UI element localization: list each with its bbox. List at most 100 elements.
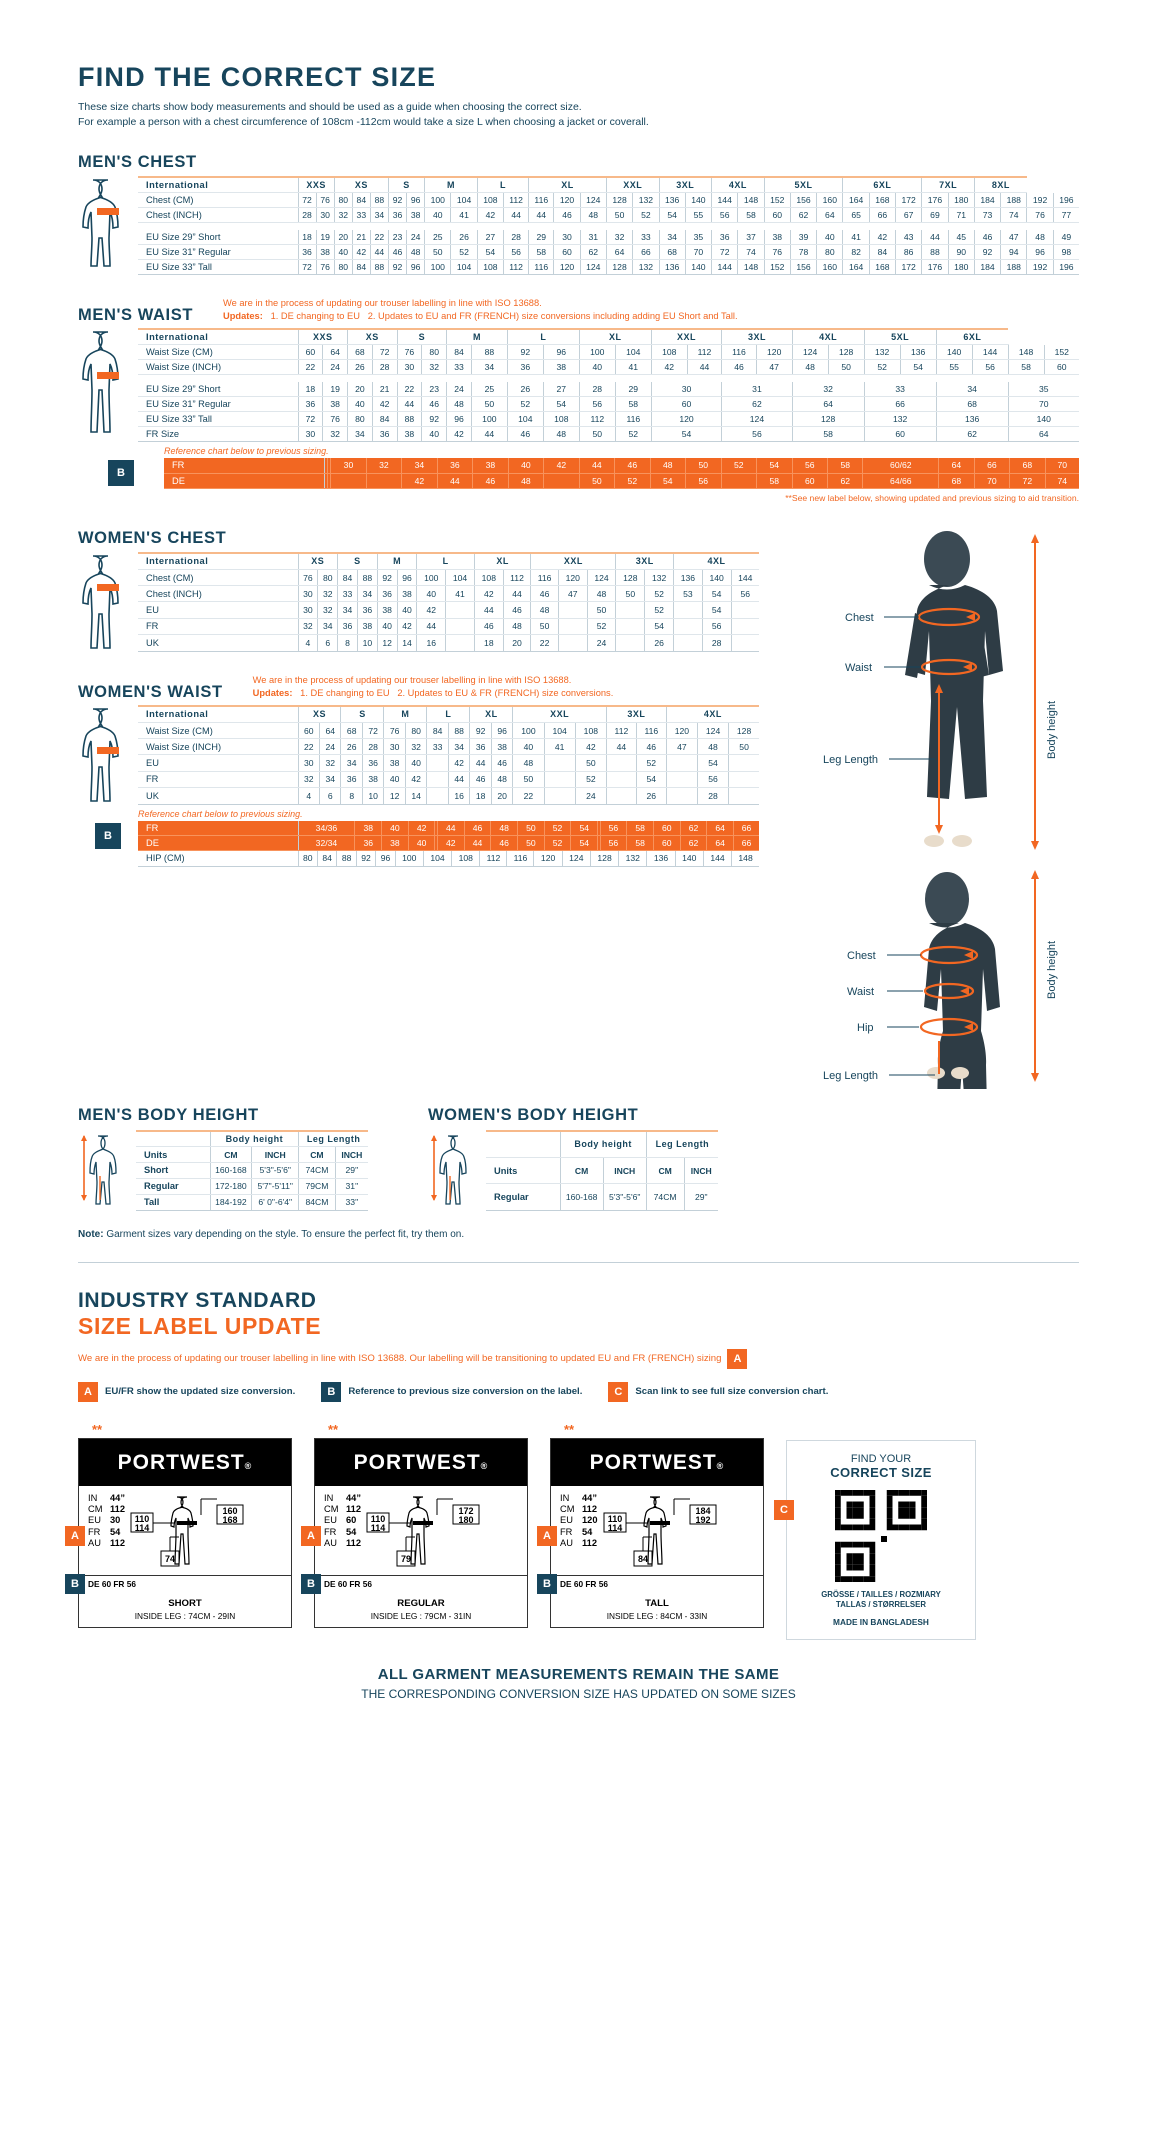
table-cell: 84: [446, 344, 472, 360]
table-cell: 160: [816, 192, 844, 208]
table-cell: 44: [397, 396, 423, 412]
table-cell: 116: [530, 569, 559, 587]
table-cell: 26: [340, 738, 363, 756]
row-label: Chest (CM): [138, 192, 299, 208]
size-header: XL: [579, 328, 652, 345]
table-cell: 48: [530, 601, 559, 619]
table-cell: 32: [366, 458, 403, 474]
registered-icon: ®: [480, 1460, 489, 1471]
badge-b-card: B: [65, 1573, 85, 1594]
size-header: 3XL: [659, 176, 713, 193]
section-title-womens-body-height: WOMEN'S BODY HEIGHT: [428, 1105, 639, 1124]
row-label: EU Size 29” Short: [138, 229, 299, 245]
qr-code-icon[interactable]: [835, 1489, 927, 1582]
table-cell: 47: [1000, 229, 1028, 245]
table-row: EU 30 32 34 36 38 40 42 44 46 48 50 52 54: [138, 601, 759, 619]
table-cell: 46: [491, 754, 514, 772]
table-cell: 56: [731, 585, 759, 603]
table-cell: 64: [706, 820, 735, 836]
size-header: XXL: [651, 328, 723, 345]
table-cell: 100: [512, 722, 545, 740]
size-label-card: ** PORTWEST® IN 44” CM 112 EU 120 FR 54 AU 112 110 11…: [537, 1422, 764, 1628]
table-cell: 52: [544, 835, 572, 851]
table-cell: 58: [827, 458, 864, 474]
table-cell: 128: [792, 411, 865, 427]
mens-height-figure: [78, 1130, 136, 1211]
table-cell: 34: [340, 754, 363, 772]
table-cell: 27: [543, 381, 580, 397]
previous-size-footer: DE 60 FR 56: [551, 1574, 763, 1592]
table-cell: 52: [721, 458, 758, 474]
size-header: XXS: [298, 328, 349, 345]
table-cell: 40: [334, 244, 353, 260]
table-cell: [544, 754, 576, 772]
table-cell: 74: [1000, 207, 1028, 223]
table-cell: 100: [416, 569, 447, 587]
table-cell: 72: [362, 722, 385, 740]
table-cell: 31": [335, 1178, 368, 1195]
table-cell: 34: [370, 207, 389, 223]
table-cell: 46: [469, 771, 492, 789]
table-cell: 72: [1009, 473, 1046, 489]
table-cell: 32: [317, 601, 339, 619]
table-cell: [327, 473, 332, 489]
badge-a-card: A: [65, 1525, 85, 1546]
table-cell: 38: [491, 738, 514, 756]
spacer-row: [138, 223, 1079, 230]
table-cell: 34: [471, 359, 508, 375]
table-cell: 4: [298, 634, 319, 652]
table-cell: 148: [1008, 344, 1045, 360]
table-cell: 76: [322, 411, 349, 427]
table-cell: 30: [397, 359, 423, 375]
table-cell: 42: [397, 618, 418, 636]
table-cell: 32: [334, 207, 353, 223]
size-header: L: [416, 551, 475, 570]
table-cell: 38: [354, 820, 383, 836]
table-cell: 120: [651, 411, 723, 427]
table-cell: 50: [579, 473, 616, 489]
table-cell: 54: [570, 835, 599, 851]
table-cell: 32: [606, 229, 634, 245]
brand-name: PORTWEST®: [589, 1450, 725, 1474]
table-cell: 140: [685, 192, 713, 208]
table-cell: 36: [298, 396, 324, 412]
table-cell: 38: [322, 396, 349, 412]
table-cell: [434, 820, 438, 836]
size-header: XS: [334, 176, 389, 193]
industry-note-text: We are in the process of updating our tr…: [78, 1353, 722, 1364]
table-cell: 24: [587, 634, 617, 652]
table-cell: 54: [636, 771, 667, 789]
table-cell: [324, 458, 328, 474]
table-cell: 66: [864, 396, 937, 412]
industry-note: We are in the process of updating our tr…: [78, 1348, 1079, 1369]
table-cell: 168: [869, 192, 897, 208]
table-cell: [426, 787, 449, 805]
table-cell: 120: [558, 569, 588, 587]
table-cell: 50: [615, 585, 646, 603]
brand-name: PORTWEST®: [353, 1450, 489, 1474]
table-cell: 47: [558, 585, 588, 603]
table-cell: 28: [362, 738, 385, 756]
table-cell: 54: [543, 396, 580, 412]
table-cell: 88: [370, 259, 389, 275]
table-cell: 48: [490, 820, 519, 836]
table-cell: 46: [530, 585, 559, 603]
table-cell: [606, 787, 637, 805]
table-cell: 132: [864, 411, 937, 427]
table-cell: 32: [421, 359, 448, 375]
row-label: EU Size 29” Short: [138, 381, 299, 397]
table-cell: 124: [580, 259, 607, 275]
table-cell: 62: [936, 426, 1009, 442]
table-cell: 14: [397, 634, 418, 652]
table-cell: 148: [737, 192, 765, 208]
table-cell: 124: [792, 344, 829, 360]
table-cell: 44: [503, 585, 532, 603]
table-cell: [426, 771, 449, 789]
table-row: Chest (CM) 76 80 84 88 92 96 100 104 108 112 116 120…: [138, 569, 759, 587]
table-cell: 33: [352, 207, 371, 223]
legend-badge: C: [608, 1381, 629, 1402]
table-cell: 40: [512, 738, 545, 756]
table-cell: 50: [471, 396, 508, 412]
table-cell: 54: [900, 359, 937, 375]
table-cell: 92: [421, 411, 448, 427]
